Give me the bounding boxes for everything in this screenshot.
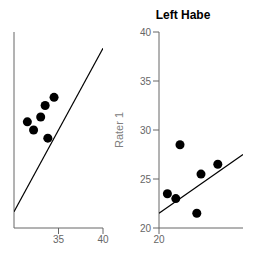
html-text:Left Habe: Left Habe xyxy=(155,8,211,22)
svg-text:25: 25 xyxy=(140,174,152,185)
svg-text:30: 30 xyxy=(140,125,152,136)
svg-text:40: 40 xyxy=(97,234,109,245)
svg-text:35: 35 xyxy=(140,76,152,87)
svg-text:40: 40 xyxy=(140,27,152,38)
svg-text:Rater 1: Rater 1 xyxy=(113,112,125,148)
svg-text:35: 35 xyxy=(53,234,65,245)
svg-text:20: 20 xyxy=(140,223,152,234)
svg-text:20: 20 xyxy=(153,234,165,245)
